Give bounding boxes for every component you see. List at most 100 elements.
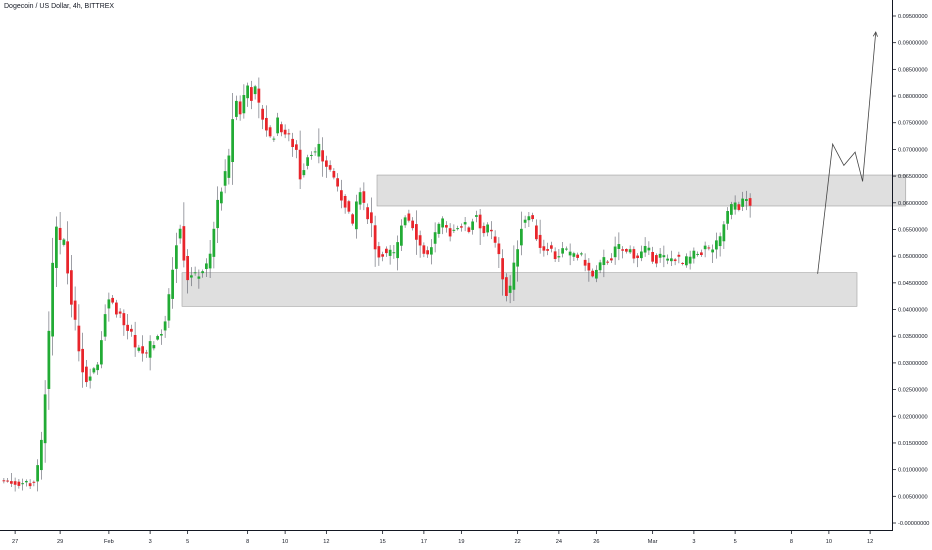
x-tick-label: 10 [282,539,288,545]
candle [111,295,114,305]
candle-body [688,256,692,264]
candle-body [81,348,84,373]
candle-body [336,178,339,187]
candle [726,207,729,230]
candle-body [403,217,407,226]
candle [96,361,99,375]
candle-body [193,272,197,274]
candle-body [647,247,651,251]
candle [25,479,28,487]
candle [733,195,737,215]
candle-body [152,345,156,349]
candle [55,216,58,287]
candle-body [205,263,208,269]
candle-body [133,334,137,348]
candle [452,224,456,234]
candle-body [486,224,489,233]
candle [355,194,358,239]
candle [670,250,673,267]
candle-body [583,259,587,266]
x-tick-label: 8 [246,539,249,545]
candle-body [355,201,358,230]
candle [201,269,204,278]
candle-body [655,255,658,264]
candle-body [445,225,448,228]
candle-body [310,154,313,156]
candle [418,230,422,258]
candle [358,187,362,210]
candle-body [160,334,163,336]
candle [340,179,343,209]
candle [328,160,332,172]
candle [103,304,107,341]
candle-body [171,269,174,299]
candle [493,230,497,248]
candle-body [531,215,534,220]
candle-body [565,248,568,250]
candle-body [696,253,699,255]
candle-body [287,133,291,135]
candle [235,95,238,121]
candle-body [625,248,628,252]
y-tick-label: 0.08000000 [898,94,928,100]
y-tick-label: 0.03000000 [898,361,928,367]
candle-body [100,340,103,365]
candle-body [276,117,279,134]
candle-body [145,352,148,354]
candle-body [467,227,471,232]
candle-body [456,228,459,230]
candle-body [47,330,51,389]
y-tick-label: 0.01500000 [898,441,928,447]
candle-body [741,198,744,207]
candle-body [745,199,748,201]
candle [253,84,257,100]
candle [148,335,152,371]
candle-body [223,171,227,186]
candle-body [632,249,636,259]
candle-body [471,221,474,230]
y-tick-label: 0.00500000 [898,494,928,500]
y-tick-label: 0.05000000 [898,254,928,260]
candle-body [66,241,69,274]
candle-body [96,364,99,371]
candle [238,95,242,121]
candle [325,155,328,178]
candle [422,242,426,258]
candle [287,128,291,142]
x-tick-label: 24 [556,539,562,545]
candle [332,168,336,180]
candle-body [613,246,617,258]
candle-body [358,192,362,205]
candle-body [448,228,452,237]
candle [580,251,583,257]
candle [388,245,392,265]
candle [377,241,381,266]
candle [81,332,84,388]
x-tick-label: Feb [104,539,114,545]
candle-body [111,297,114,303]
candle [478,209,482,245]
candle-body [400,225,403,246]
chart-title: Dogecoin / US Dollar, 4h, BITTREX [4,3,115,10]
candle [490,221,493,240]
candle [673,257,677,266]
candle-body [295,144,298,150]
y-tick-label: 0.02500000 [898,388,928,394]
candle-body [677,254,681,257]
x-tick-label: 17 [421,539,427,545]
candle [587,258,591,282]
candle-body [6,480,9,482]
y-tick-label: 0.09500000 [898,14,928,20]
candle [186,249,189,294]
candle [711,244,714,263]
candle [565,246,568,251]
candle [381,251,384,262]
candle [133,321,137,357]
candle [666,254,669,265]
candle-body [257,88,261,103]
candle-body [17,481,21,486]
candle-body [182,226,186,261]
y-tick-labels: 0.09500000 0.09000000 0.08500000 0.08000000… [892,14,929,527]
candle [126,313,129,340]
